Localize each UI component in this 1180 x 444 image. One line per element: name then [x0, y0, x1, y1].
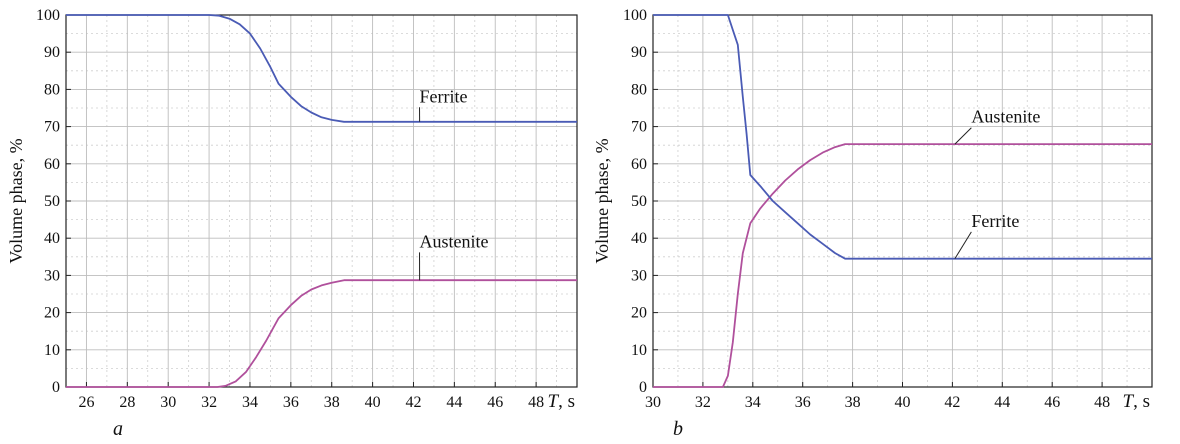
x-tick-label: 32: [695, 394, 711, 411]
y-tick-label: 40: [44, 230, 60, 247]
y-tick-label: 70: [631, 119, 647, 136]
y-axis-label: Volume phase, %: [592, 138, 612, 263]
y-tick-label: 40: [631, 230, 647, 247]
y-tick-label: 0: [52, 379, 60, 396]
x-tick-label: 26: [78, 394, 94, 411]
y-tick-label: 70: [44, 119, 60, 136]
series-leader-line: [954, 127, 972, 145]
x-tick-label: 30: [645, 394, 661, 411]
x-tick-label: 38: [845, 394, 861, 411]
y-tick-label: 30: [44, 267, 60, 284]
x-axis-unit: , s: [558, 391, 575, 412]
y-tick-label: 10: [631, 342, 647, 359]
x-axis-unit: , s: [1133, 391, 1150, 412]
y-tick-label: 30: [631, 267, 647, 284]
x-axis-label: T, s: [1123, 391, 1150, 412]
y-tick-label: 50: [44, 193, 60, 210]
x-tick-label: 46: [487, 394, 503, 411]
x-axis-variable: T: [1123, 391, 1135, 412]
y-tick-label: 10: [44, 342, 60, 359]
x-tick-label: 30: [160, 394, 176, 411]
x-tick-label: 48: [1094, 394, 1110, 411]
x-tick-label: 44: [446, 394, 462, 411]
y-tick-label: 90: [44, 44, 60, 61]
y-tick-label: 20: [44, 305, 60, 322]
panel-letter: b: [673, 418, 683, 440]
x-tick-label: 34: [242, 394, 258, 411]
y-tick-label: 90: [631, 44, 647, 61]
y-tick-label: 80: [44, 81, 60, 98]
series-line-austenite: [66, 279, 577, 388]
y-tick-label: 0: [639, 379, 647, 396]
y-tick-label: 80: [631, 81, 647, 98]
series-line-ferrite: [653, 14, 1152, 260]
x-axis-label: T, s: [548, 391, 575, 412]
x-tick-label: 28: [119, 394, 135, 411]
y-tick-label: 60: [44, 156, 60, 173]
x-tick-label: 40: [895, 394, 911, 411]
x-tick-label: 48: [528, 394, 544, 411]
x-tick-label: 46: [1044, 394, 1060, 411]
y-tick-label: 50: [631, 193, 647, 210]
x-tick-label: 42: [944, 394, 960, 411]
y-tick-label: 100: [36, 7, 60, 24]
series-line-ferrite: [66, 14, 577, 123]
series-label-ferrite: Ferrite: [971, 211, 1019, 231]
chart-panel-b: 30 32 34 36 38 40 42 44 46 48 0 10 20 30 40 50 60 70 80 90 1…: [592, 7, 1153, 440]
x-tick-label: 34: [745, 394, 761, 411]
x-tick-label: 36: [283, 394, 299, 411]
x-tick-label: 42: [405, 394, 421, 411]
chart-panel-a: 26 28 30 32 34 36 38 40 42 44 46 48 0 10 20 30 40 50 60 70 8…: [6, 7, 578, 440]
y-axis-label: Volume phase, %: [6, 138, 26, 263]
series-leader-line: [954, 231, 972, 259]
panel-letter: a: [113, 418, 123, 440]
x-tick-label: 38: [324, 394, 340, 411]
x-tick-label: 44: [994, 394, 1010, 411]
series-label-austenite: Austenite: [420, 231, 489, 251]
x-tick-label: 32: [201, 394, 217, 411]
x-tick-label: 40: [365, 394, 381, 411]
x-tick-label: 36: [795, 394, 811, 411]
series-label-austenite: Austenite: [971, 107, 1040, 127]
series-line-austenite: [653, 143, 1152, 388]
series-label-ferrite: Ferrite: [420, 86, 468, 106]
y-tick-label: 100: [623, 7, 647, 24]
x-axis-variable: T: [548, 391, 560, 412]
y-tick-label: 60: [631, 156, 647, 173]
y-tick-label: 20: [631, 305, 647, 322]
